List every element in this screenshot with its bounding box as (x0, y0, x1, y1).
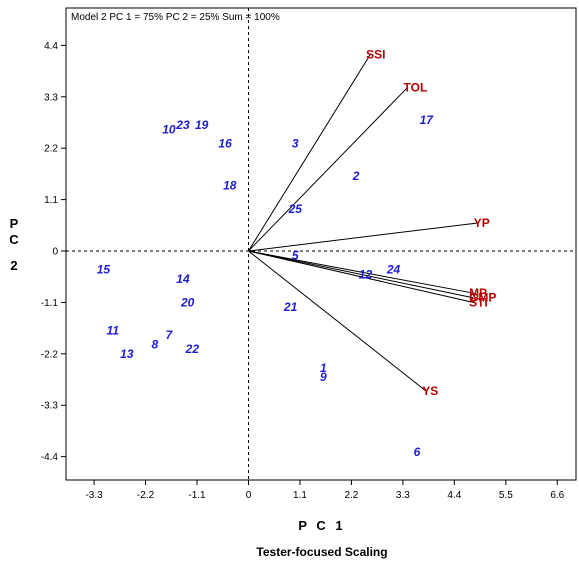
entry-label: 2 (352, 169, 360, 183)
entry-label: 1 (320, 361, 327, 375)
tester-label: MP (469, 286, 487, 300)
y-axis-title: P C 2 (9, 216, 19, 273)
tester-vector-line (248, 222, 478, 252)
tester-vector-line (248, 54, 371, 252)
tester-label: SSI (366, 48, 385, 62)
chart-title: Model 2 PC 1 = 75% PC 2 = 25% Sum = 100% (71, 12, 280, 23)
tester-vector-line (248, 250, 427, 392)
x-tick-label: 4.4 (447, 490, 461, 501)
y-tick-label: 4.4 (44, 41, 58, 52)
entry-label: 16 (218, 137, 232, 151)
y-tick-label: -1.1 (41, 298, 59, 309)
entry-label: 20 (180, 295, 195, 309)
x-tick-label: 6.6 (550, 490, 564, 501)
tester-vectors (248, 54, 478, 392)
entry-label: 9 (320, 370, 327, 384)
entry-label: 6 (414, 445, 421, 459)
entry-label: 23 (175, 118, 190, 132)
tester-vector-line (248, 250, 474, 303)
entry-label: 11 (107, 323, 120, 337)
y-axis-title-line3: 2 (10, 258, 17, 273)
y-axis-ticks: 4.4 3.3 2.2 1.1 0 -1.1 -2.2 -3.3 -4.4 (41, 41, 66, 463)
entry-label: 15 (97, 263, 111, 277)
tester-vector-line (248, 87, 408, 252)
entry-label: 7 (166, 328, 174, 342)
entry-label: 10 (162, 123, 176, 137)
x-axis-ticks: -3.3 -2.2 -1.1 0 1.1 2.2 3.3 4.4 5.5 6.6 (85, 480, 565, 501)
zero-reference-lines (66, 8, 576, 480)
entry-label: 14 (176, 272, 190, 286)
tester-label: YS (422, 384, 438, 398)
entry-label: 19 (195, 118, 209, 132)
x-tick-label: 1.1 (293, 490, 307, 501)
x-tick-label: 5.5 (499, 490, 513, 501)
tester-label: YP (474, 216, 490, 230)
x-tick-label: 2.2 (344, 490, 358, 501)
y-tick-label: 2.2 (44, 144, 58, 155)
x-tick-label: -1.1 (188, 490, 206, 501)
entry-label: 5 (292, 249, 299, 263)
y-tick-label: 0 (52, 247, 58, 258)
entry-label: 12 (359, 267, 373, 281)
tester-vector-line (248, 250, 474, 299)
entry-label: 22 (185, 342, 200, 356)
tester-label: STI (469, 295, 488, 309)
x-tick-label: -3.3 (85, 490, 103, 501)
y-tick-label: -3.3 (41, 401, 59, 412)
entry-label: 13 (120, 347, 134, 361)
tester-vector-line (248, 250, 474, 294)
y-tick-label: 3.3 (44, 92, 58, 103)
entry-label: 24 (386, 263, 401, 277)
x-tick-label: -2.2 (137, 490, 155, 501)
y-axis-title-line1: P (10, 216, 19, 231)
entry-label: 8 (152, 337, 159, 351)
tester-label: GMP (469, 291, 496, 305)
y-tick-label: 1.1 (44, 195, 58, 206)
y-tick-label: -2.2 (41, 349, 59, 360)
y-tick-label: -4.4 (41, 452, 59, 463)
scaling-subtitle: Tester-focused Scaling (256, 545, 387, 559)
x-tick-label: 3.3 (396, 490, 410, 501)
entry-label: 3 (292, 137, 299, 151)
entry-label: 25 (288, 202, 303, 216)
x-tick-label: 0 (246, 490, 252, 501)
x-axis-title: P C 1 (298, 518, 345, 533)
plot-frame (65, 7, 577, 481)
entry-label: 18 (223, 179, 237, 193)
entry-label: 21 (283, 300, 298, 314)
y-axis-title-line2: C (9, 232, 19, 247)
entry-label: 17 (420, 113, 435, 127)
tester-label: TOL (404, 80, 428, 94)
